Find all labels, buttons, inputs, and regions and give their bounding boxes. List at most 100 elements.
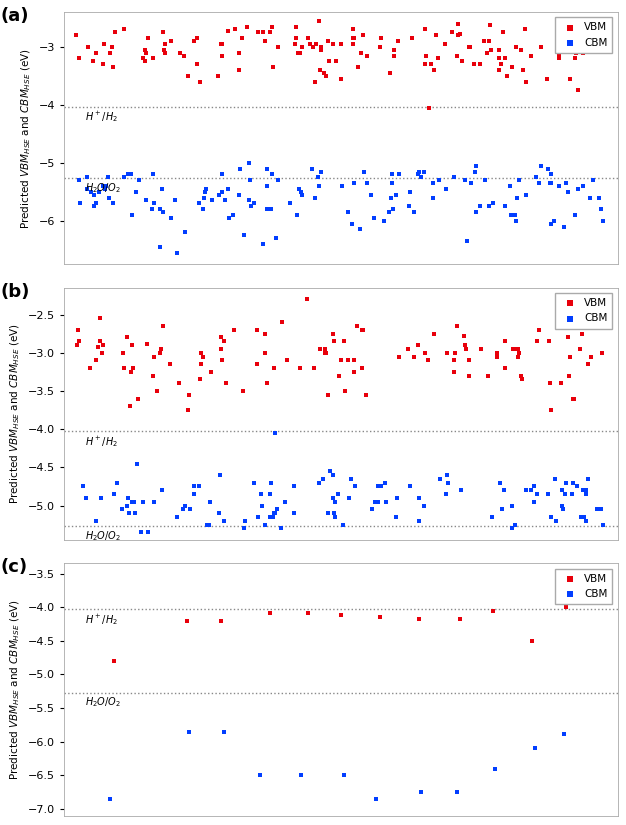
VBM <box>329 335 339 348</box>
CBM <box>270 507 280 520</box>
CBM <box>546 177 557 190</box>
VBM <box>74 335 85 348</box>
VBM <box>297 40 307 54</box>
CBM <box>262 203 272 216</box>
Legend: VBM, CBM: VBM, CBM <box>555 568 612 604</box>
VBM <box>277 315 287 328</box>
VBM <box>158 26 168 39</box>
CBM <box>244 156 254 169</box>
VBM <box>179 49 189 62</box>
CBM <box>269 507 279 520</box>
VBM <box>431 29 441 42</box>
VBM <box>542 72 552 85</box>
VBM <box>189 35 199 48</box>
VBM <box>455 613 465 626</box>
VBM <box>91 354 101 367</box>
CBM <box>536 159 546 172</box>
CBM <box>441 488 451 501</box>
VBM <box>315 64 325 77</box>
VBM <box>269 361 279 375</box>
CBM <box>531 171 541 184</box>
VBM <box>348 37 358 50</box>
CBM <box>466 177 476 190</box>
CBM <box>597 502 607 516</box>
CBM <box>223 182 233 196</box>
VBM <box>155 346 165 360</box>
VBM <box>492 350 502 363</box>
CBM <box>388 203 398 216</box>
CBM <box>546 511 556 524</box>
VBM <box>546 403 556 417</box>
VBM <box>237 31 247 45</box>
CBM <box>581 483 591 497</box>
CBM <box>255 488 265 501</box>
CBM <box>117 502 127 516</box>
Text: $H_2O/O_2$: $H_2O/O_2$ <box>85 181 121 195</box>
VBM <box>282 354 292 367</box>
VBM <box>476 342 486 356</box>
VBM <box>394 350 404 363</box>
VBM <box>122 331 132 344</box>
VBM <box>348 23 358 36</box>
CBM <box>189 488 199 501</box>
CBM <box>346 472 356 485</box>
CBM <box>367 502 377 516</box>
CBM <box>123 167 133 181</box>
CBM <box>376 480 386 493</box>
CBM <box>89 188 99 201</box>
Text: (a): (a) <box>1 7 29 25</box>
VBM <box>72 338 82 351</box>
VBM <box>569 392 579 405</box>
CBM <box>369 211 379 224</box>
CBM <box>530 742 540 755</box>
CBM <box>200 185 210 198</box>
VBM <box>568 392 578 405</box>
VBM <box>534 323 544 337</box>
VBM <box>475 58 485 71</box>
VBM <box>602 315 612 328</box>
CBM <box>249 197 259 210</box>
VBM <box>536 40 546 54</box>
VBM <box>433 52 443 65</box>
CBM <box>289 480 299 493</box>
CBM <box>530 480 540 493</box>
VBM <box>297 40 307 54</box>
VBM <box>494 43 504 56</box>
VBM <box>565 72 575 85</box>
VBM <box>479 35 489 48</box>
VBM <box>290 37 300 50</box>
CBM <box>462 234 472 248</box>
VBM <box>175 46 185 59</box>
VBM <box>521 75 531 88</box>
CBM <box>119 171 129 184</box>
CBM <box>217 185 227 198</box>
VBM <box>483 369 493 382</box>
CBM <box>373 480 383 493</box>
CBM <box>316 165 326 178</box>
VBM <box>565 350 575 363</box>
VBM <box>126 365 136 379</box>
VBM <box>353 60 363 73</box>
CBM <box>104 191 114 205</box>
CBM <box>324 464 334 478</box>
VBM <box>545 377 555 390</box>
CBM <box>344 492 354 505</box>
VBM <box>503 69 513 83</box>
CBM <box>180 499 190 512</box>
CBM <box>387 167 397 181</box>
VBM <box>358 29 368 42</box>
VBM <box>455 27 465 40</box>
VBM <box>267 20 277 33</box>
VBM <box>321 346 331 360</box>
VBM <box>260 35 270 48</box>
CBM <box>127 495 137 508</box>
VBM <box>389 49 399 62</box>
CBM <box>172 246 182 259</box>
CBM <box>124 507 134 520</box>
CBM <box>561 476 571 489</box>
VBM <box>403 342 413 356</box>
CBM <box>155 203 165 216</box>
CBM <box>123 492 133 505</box>
CBM <box>235 162 245 175</box>
VBM <box>484 35 494 48</box>
